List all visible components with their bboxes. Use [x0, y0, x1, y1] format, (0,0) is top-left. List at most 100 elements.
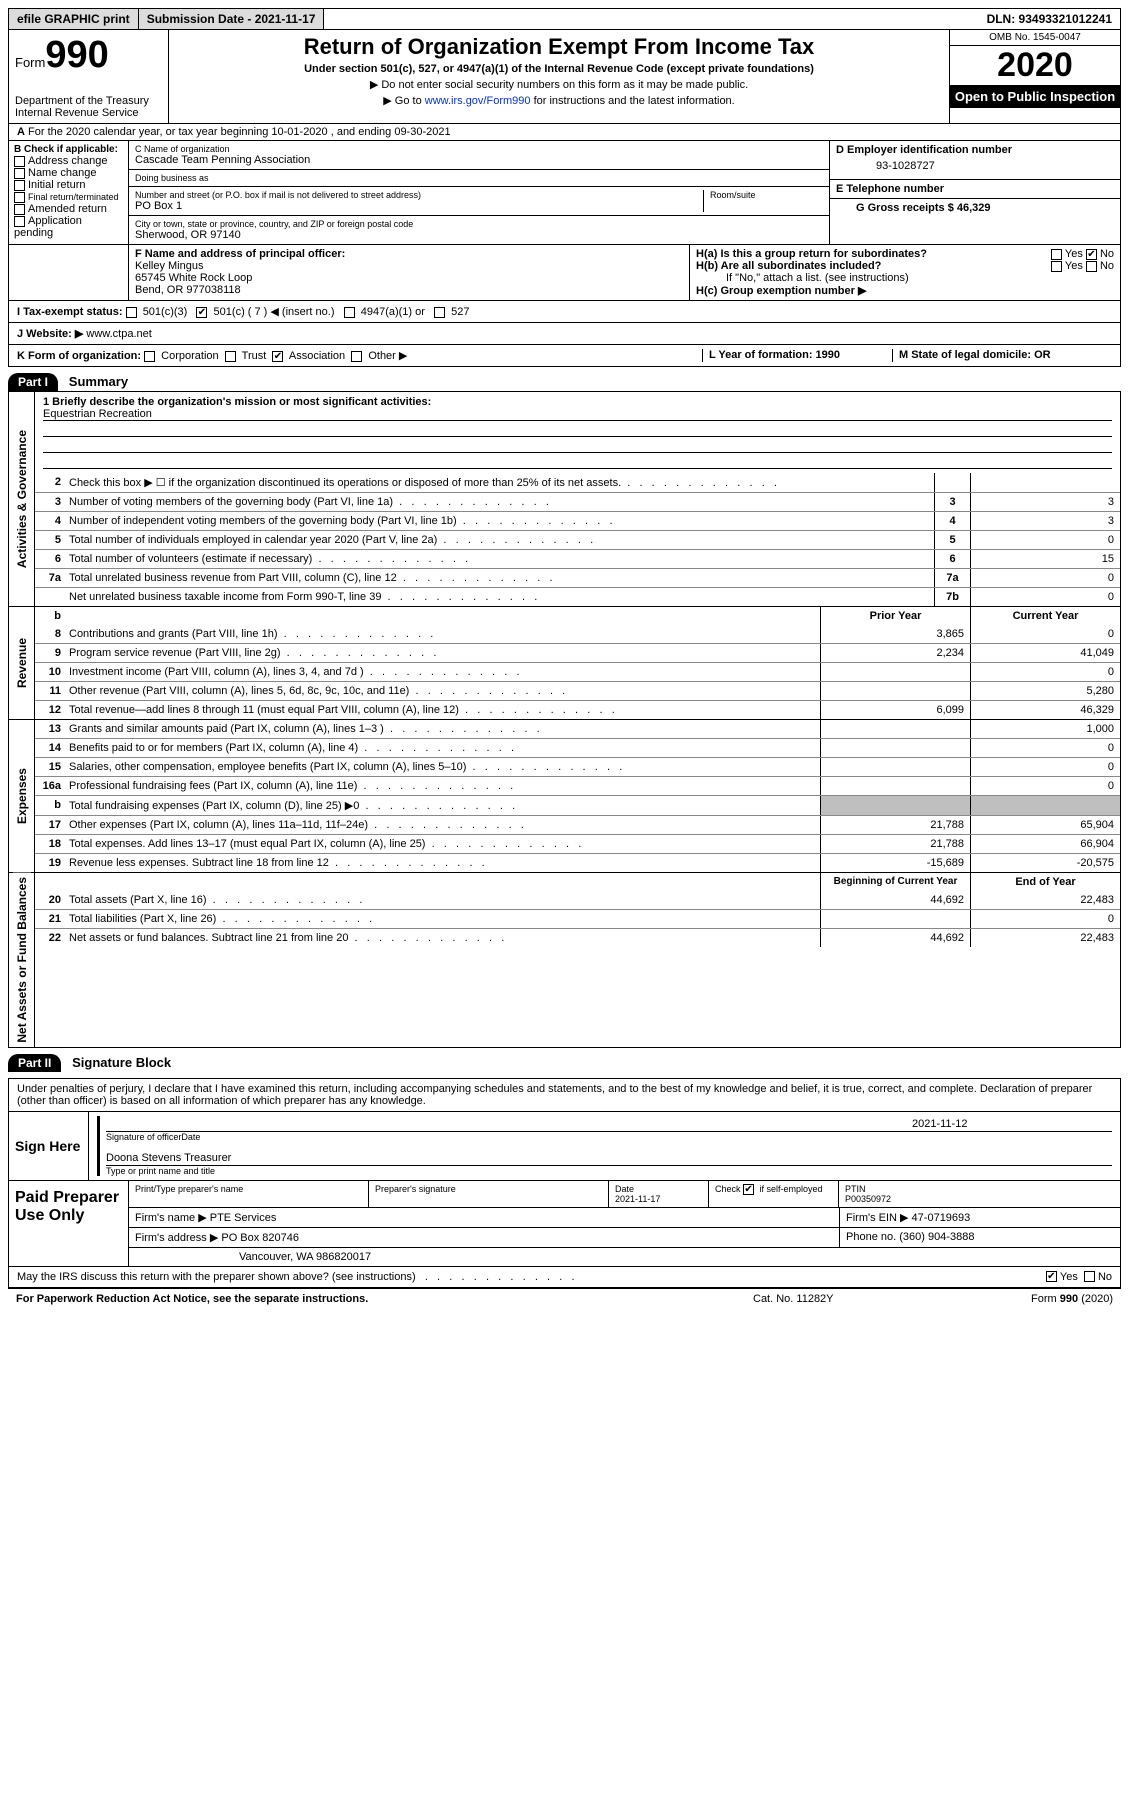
revenue-section: Revenue b Prior Year Current Year 8Contr…: [8, 607, 1121, 720]
data-line: 21Total liabilities (Part X, line 26)0: [35, 909, 1120, 928]
omb-number: OMB No. 1545-0047: [950, 30, 1120, 46]
expenses-section: Expenses 13Grants and similar amounts pa…: [8, 720, 1121, 873]
officer-addr1: 65745 White Rock Loop: [135, 272, 683, 284]
firm-ein: Firm's EIN ▶ 47-0719693: [840, 1208, 1120, 1227]
sig-date: 2021-11-12: [912, 1118, 1112, 1130]
row-j-website: J Website: ▶ www.ctpa.net: [8, 323, 1121, 345]
gross-receipts: G Gross receipts $ 46,329: [836, 202, 1114, 214]
gov-line: 7aTotal unrelated business revenue from …: [35, 568, 1120, 587]
mission-text: Equestrian Recreation: [43, 408, 1112, 421]
open-inspection: Open to Public Inspection: [950, 85, 1120, 108]
data-line: 8Contributions and grants (Part VIII, li…: [35, 625, 1120, 643]
part2-header: Part II: [8, 1054, 61, 1072]
data-line: 9Program service revenue (Part VIII, lin…: [35, 643, 1120, 662]
row-k: K Form of organization: Corporation Trus…: [8, 345, 1121, 367]
current-year-hdr: Current Year: [970, 607, 1120, 625]
submission-date: Submission Date - 2021-11-17: [139, 9, 325, 29]
part1-header: Part I: [8, 373, 58, 391]
street-value: PO Box 1: [135, 200, 703, 212]
prep-self-emp: Check if self-employed: [709, 1181, 839, 1207]
form-subtitle: Under section 501(c), 527, or 4947(a)(1)…: [175, 63, 943, 75]
officer-label: F Name and address of principal officer:: [135, 248, 683, 260]
city-value: Sherwood, OR 97140: [135, 229, 823, 241]
data-line: 17Other expenses (Part IX, column (A), l…: [35, 815, 1120, 834]
vtab-revenue: Revenue: [13, 634, 31, 692]
city-label: City or town, state or province, country…: [135, 219, 823, 229]
org-name: Cascade Team Penning Association: [135, 154, 823, 166]
signature-block: Under penalties of perjury, I declare th…: [8, 1078, 1121, 1288]
street-label: Number and street (or P.O. box if mail i…: [135, 190, 703, 200]
discuss-question: May the IRS discuss this return with the…: [17, 1271, 416, 1283]
dln: DLN: 93493321012241: [979, 9, 1120, 29]
firm-address: Firm's address ▶ PO Box 820746: [129, 1228, 840, 1247]
sig-name: Doona Stevens Treasurer: [106, 1152, 1112, 1164]
end-year-hdr: End of Year: [970, 873, 1120, 891]
efile-label: efile GRAPHIC print: [9, 9, 139, 29]
gov-line: 2Check this box ▶ ☐ if the organization …: [35, 473, 1120, 492]
sig-name-label: Type or print name and title: [106, 1166, 1112, 1176]
data-line: 12Total revenue—add lines 8 through 11 (…: [35, 700, 1120, 719]
data-line: 22Net assets or fund balances. Subtract …: [35, 928, 1120, 947]
net-assets-section: Net Assets or Fund Balances Beginning of…: [8, 873, 1121, 1048]
dba-label: Doing business as: [135, 173, 823, 183]
prep-ptin: PTIN P00350972: [839, 1181, 1120, 1207]
chk-name-change[interactable]: Name change: [28, 167, 97, 179]
data-line: 10Investment income (Part VIII, column (…: [35, 662, 1120, 681]
chk-address-change[interactable]: Address change: [28, 155, 108, 167]
sig-date-label: Date: [181, 1132, 200, 1142]
cat-no: Cat. No. 11282Y: [753, 1293, 953, 1305]
gov-line: 5Total number of individuals employed in…: [35, 530, 1120, 549]
vtab-expenses: Expenses: [13, 764, 31, 828]
data-line: bTotal fundraising expenses (Part IX, co…: [35, 795, 1120, 815]
room-label: Room/suite: [710, 190, 823, 200]
tel-label: E Telephone number: [836, 183, 1114, 195]
officer-name: Kelley Mingus: [135, 260, 683, 272]
title-row: Form990 Department of the Treasury Inter…: [8, 30, 1121, 124]
data-line: 16aProfessional fundraising fees (Part I…: [35, 776, 1120, 795]
firm-phone: Phone no. (360) 904-3888: [840, 1228, 1120, 1247]
prep-name-label: Print/Type preparer's name: [129, 1181, 369, 1207]
h-b-note: If "No," attach a list. (see instruction…: [696, 272, 1114, 284]
tax-year: 2020: [950, 46, 1120, 85]
paperwork-notice: For Paperwork Reduction Act Notice, see …: [16, 1293, 753, 1305]
col-b-head: B Check if applicable:: [14, 144, 123, 155]
data-line: 20Total assets (Part X, line 16)44,69222…: [35, 891, 1120, 909]
gov-line: 3Number of voting members of the governi…: [35, 492, 1120, 511]
chk-final-return[interactable]: Final return/terminated: [28, 192, 119, 202]
gov-line: Net unrelated business taxable income fr…: [35, 587, 1120, 606]
sign-here-label: Sign Here: [9, 1112, 89, 1180]
page-footer: For Paperwork Reduction Act Notice, see …: [8, 1288, 1121, 1309]
h-a-label: H(a) Is this a group return for subordin…: [696, 248, 927, 260]
chk-initial-return[interactable]: Initial return: [28, 179, 85, 191]
officer-addr2: Bend, OR 977038118: [135, 284, 683, 296]
part1-title: Summary: [61, 372, 136, 391]
part2-title: Signature Block: [64, 1053, 179, 1072]
goto-note: ▶ Go to www.irs.gov/Form990 for instruct…: [175, 94, 943, 107]
org-name-label: C Name of organization: [135, 144, 823, 154]
form990-link[interactable]: www.irs.gov/Form990: [425, 95, 531, 107]
data-line: 15Salaries, other compensation, employee…: [35, 757, 1120, 776]
gov-line: 6Total number of volunteers (estimate if…: [35, 549, 1120, 568]
gov-line: 4Number of independent voting members of…: [35, 511, 1120, 530]
firm-name: Firm's name ▶ PTE Services: [129, 1208, 840, 1227]
data-line: 14Benefits paid to or for members (Part …: [35, 738, 1120, 757]
mission-label: 1 Briefly describe the organization's mi…: [43, 396, 1112, 408]
data-line: 18Total expenses. Add lines 13–17 (must …: [35, 834, 1120, 853]
h-c-label: H(c) Group exemption number ▶: [696, 285, 866, 297]
data-line: 19Revenue less expenses. Subtract line 1…: [35, 853, 1120, 872]
state-domicile: M State of legal domicile: OR: [899, 349, 1051, 361]
dept-treasury: Department of the Treasury: [15, 95, 162, 107]
firm-city: Vancouver, WA 986820017: [129, 1248, 1120, 1266]
data-line: 11Other revenue (Part VIII, column (A), …: [35, 681, 1120, 700]
top-bar: efile GRAPHIC print Submission Date - 20…: [8, 8, 1121, 30]
ein-label: D Employer identification number: [836, 144, 1114, 156]
h-b-label: H(b) Are all subordinates included?: [696, 260, 881, 272]
paid-preparer-label: Paid Preparer Use Only: [9, 1181, 129, 1266]
form-title: Return of Organization Exempt From Incom…: [175, 34, 943, 60]
row-a-tax-year: A For the 2020 calendar year, or tax yea…: [8, 124, 1121, 141]
vtab-net-assets: Net Assets or Fund Balances: [13, 873, 31, 1047]
chk-amended[interactable]: Amended return: [28, 203, 107, 215]
vtab-governance: Activities & Governance: [13, 426, 31, 572]
prep-sig-label: Preparer's signature: [369, 1181, 609, 1207]
ein-value: 93-1028727: [836, 156, 1114, 176]
